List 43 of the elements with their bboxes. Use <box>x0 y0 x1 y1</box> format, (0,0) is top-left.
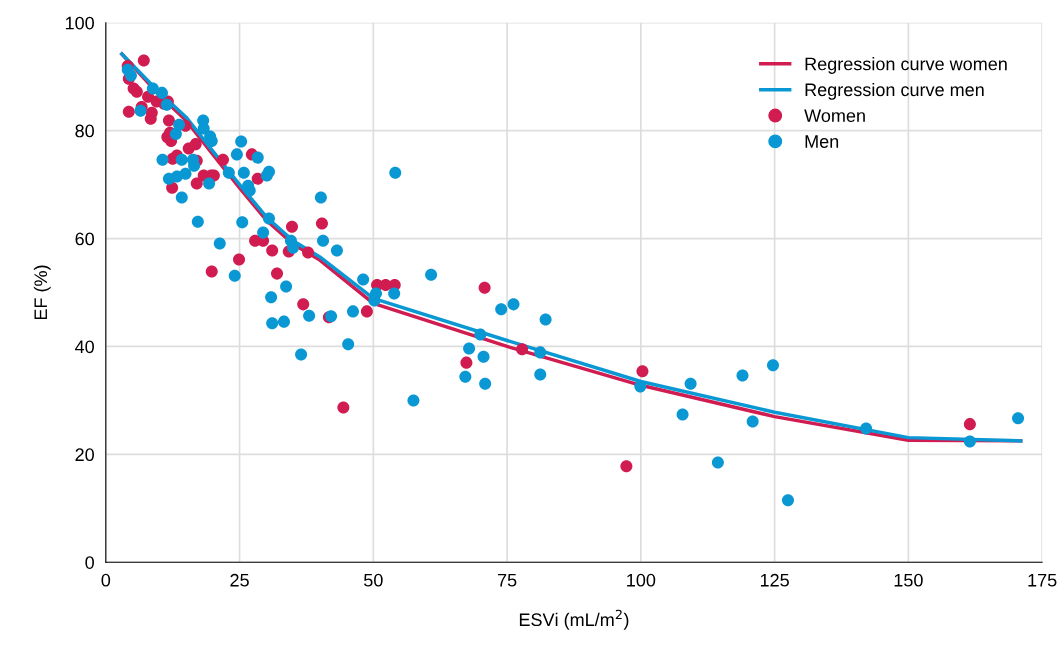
point <box>233 253 246 266</box>
point <box>122 105 135 118</box>
point <box>205 265 218 278</box>
y-tick-label: 60 <box>75 232 94 246</box>
point <box>516 343 529 356</box>
x-tick-label: 50 <box>364 573 383 587</box>
point <box>137 54 150 67</box>
point <box>963 418 976 431</box>
x-tick-label: 125 <box>760 573 789 587</box>
point <box>302 246 315 259</box>
x-tick-label: 175 <box>1028 574 1057 587</box>
y-tick-label: 40 <box>75 340 94 354</box>
legend-label: Men <box>805 135 839 148</box>
y-tick-label: 100 <box>65 16 94 30</box>
x-tick-label: 0 <box>101 573 111 587</box>
point <box>189 138 202 151</box>
x-tick-label: 75 <box>497 574 517 587</box>
point <box>315 217 328 230</box>
point <box>166 181 179 194</box>
point <box>478 281 491 294</box>
point <box>271 267 284 280</box>
point <box>190 177 203 190</box>
point <box>266 244 279 257</box>
point <box>460 356 473 369</box>
legend-label: Regression curve men <box>805 82 984 100</box>
x-tick-label: 150 <box>894 573 923 587</box>
point <box>297 298 310 311</box>
legend-label: Women <box>804 109 865 123</box>
point <box>620 460 633 473</box>
y-tick-label: 20 <box>75 448 94 462</box>
point <box>285 220 299 233</box>
point <box>216 153 229 166</box>
point <box>162 114 175 127</box>
point <box>360 305 373 318</box>
y-tick-label: 80 <box>75 124 94 138</box>
x-axis-title: ESVi (mL/m$^{2}$) <box>519 609 629 630</box>
x-tick-label: 100 <box>627 573 656 587</box>
legend-label: Regression curve women <box>805 57 1007 74</box>
point <box>337 401 350 414</box>
point <box>636 365 649 378</box>
y-axis-title: EF (%) <box>33 265 51 320</box>
y-tick-label: 0 <box>85 556 94 569</box>
x-tick-label: 25 <box>230 573 249 587</box>
